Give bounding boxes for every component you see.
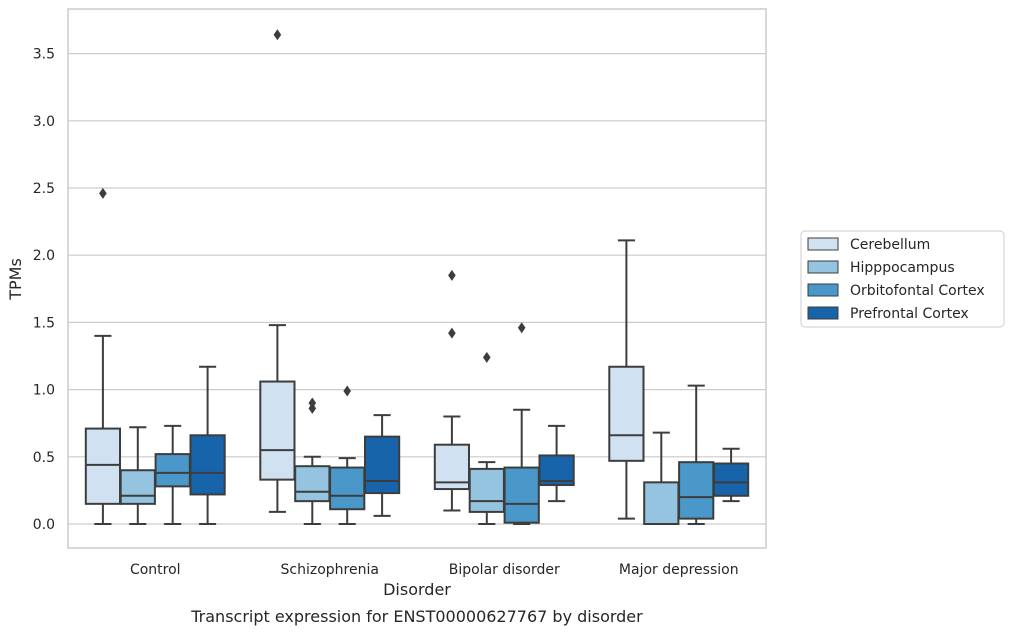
box-2-3 (678, 384, 715, 525)
box-iqr (154, 453, 191, 488)
legend-label: Hipppocampus (850, 260, 955, 276)
outlier-point (517, 322, 526, 334)
legend-swatch (807, 283, 839, 297)
box-3-0 (189, 365, 226, 525)
y-tick-label: 2.5 (33, 181, 55, 197)
legend-swatch (807, 306, 839, 320)
box-iqr (608, 365, 645, 462)
x-tick-label: Schizophrenia (281, 562, 379, 578)
box-2-0 (154, 424, 191, 525)
y-tick-label: 0.0 (33, 517, 55, 533)
box-iqr (363, 435, 401, 495)
box-0-3 (608, 239, 645, 520)
box-iqr (189, 434, 226, 496)
box-iqr (468, 467, 505, 513)
outlier-point (308, 397, 317, 409)
box-1-1 (294, 397, 331, 525)
x-axis-label: Disorder (383, 580, 451, 599)
box-3-3 (712, 447, 750, 503)
x-tick-label: Bipolar disorder (449, 562, 560, 578)
box-2-2 (503, 322, 540, 525)
legend-swatch (807, 237, 839, 251)
box-iqr (712, 462, 750, 497)
outlier-point (448, 327, 456, 339)
box-3-1 (363, 414, 401, 517)
x-tick-label: Major depression (619, 562, 739, 578)
outlier-point (483, 351, 491, 363)
box-iqr (84, 427, 122, 505)
box-iqr (119, 469, 156, 505)
box-1-0 (119, 426, 156, 525)
legend-swatch (807, 260, 839, 274)
y-tick-labels: 0.0 0.5 1.0 1.5 2.0 2.5 3.0 3.5 (33, 47, 55, 533)
box-iqr (678, 461, 715, 520)
outlier-point (343, 385, 351, 397)
box-iqr (259, 380, 296, 481)
box-2-1 (329, 385, 366, 525)
legend-label: Cerebellum (850, 237, 930, 253)
box-0-2 (433, 269, 471, 512)
legend-label: Orbitofontal Cortex (850, 283, 985, 299)
y-tick-label: 0.5 (33, 450, 55, 466)
x-tick-label: Control (130, 562, 181, 578)
legend-frame (800, 230, 1005, 328)
box-1-3 (643, 431, 680, 525)
box-iqr (503, 466, 540, 524)
y-tick-label: 3.5 (33, 47, 55, 63)
outlier-point (99, 187, 107, 199)
box-3-2 (538, 424, 575, 503)
y-axis-label: TPMs (6, 258, 25, 301)
plot-area-frame (67, 8, 767, 549)
outlier-point (448, 269, 456, 281)
box-iqr (294, 465, 331, 503)
y-tick-label: 1.5 (33, 315, 55, 331)
box-series (84, 29, 750, 525)
box-1-2 (468, 351, 505, 525)
y-tick-label: 1.0 (33, 383, 55, 399)
outlier-point (273, 29, 282, 41)
box-0-0 (84, 187, 122, 525)
box-iqr (329, 466, 366, 511)
x-tick-labels: Control Schizophrenia Bipolar disorder Majo… (130, 562, 739, 578)
box-0-1 (259, 29, 296, 513)
y-tick-label: 2.0 (33, 248, 55, 264)
legend: Cerebellum Hipppocampus Orbitofontal Corte… (800, 230, 1005, 328)
chart-caption: Transcript expression for ENST0000062776… (190, 607, 643, 626)
box-iqr (643, 481, 680, 525)
legend-label: Prefrontal Cortex (850, 306, 969, 322)
y-tick-label: 3.0 (33, 114, 55, 130)
